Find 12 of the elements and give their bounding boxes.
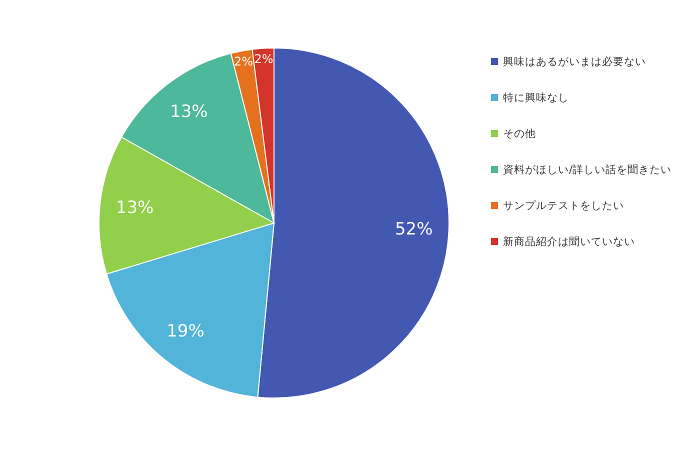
data-label: 2%: [254, 52, 274, 66]
data-label: 13%: [116, 198, 154, 218]
legend-label: 資料がほしい/詳しい話を聞きたい: [503, 163, 672, 176]
data-label: 52%: [394, 220, 433, 240]
data-label: 19%: [166, 321, 204, 342]
data-label: 13%: [170, 102, 208, 122]
legend-label: 興味はあるがいまは必要ない: [503, 55, 646, 68]
legend-label: その他: [503, 128, 536, 140]
data-label: 2%: [234, 54, 253, 68]
legend-label: 新商品紹介は聞いていない: [503, 235, 635, 248]
legend-label: サンプルテストをしたい: [503, 199, 624, 212]
legend-label: 特に興味なし: [503, 91, 569, 104]
